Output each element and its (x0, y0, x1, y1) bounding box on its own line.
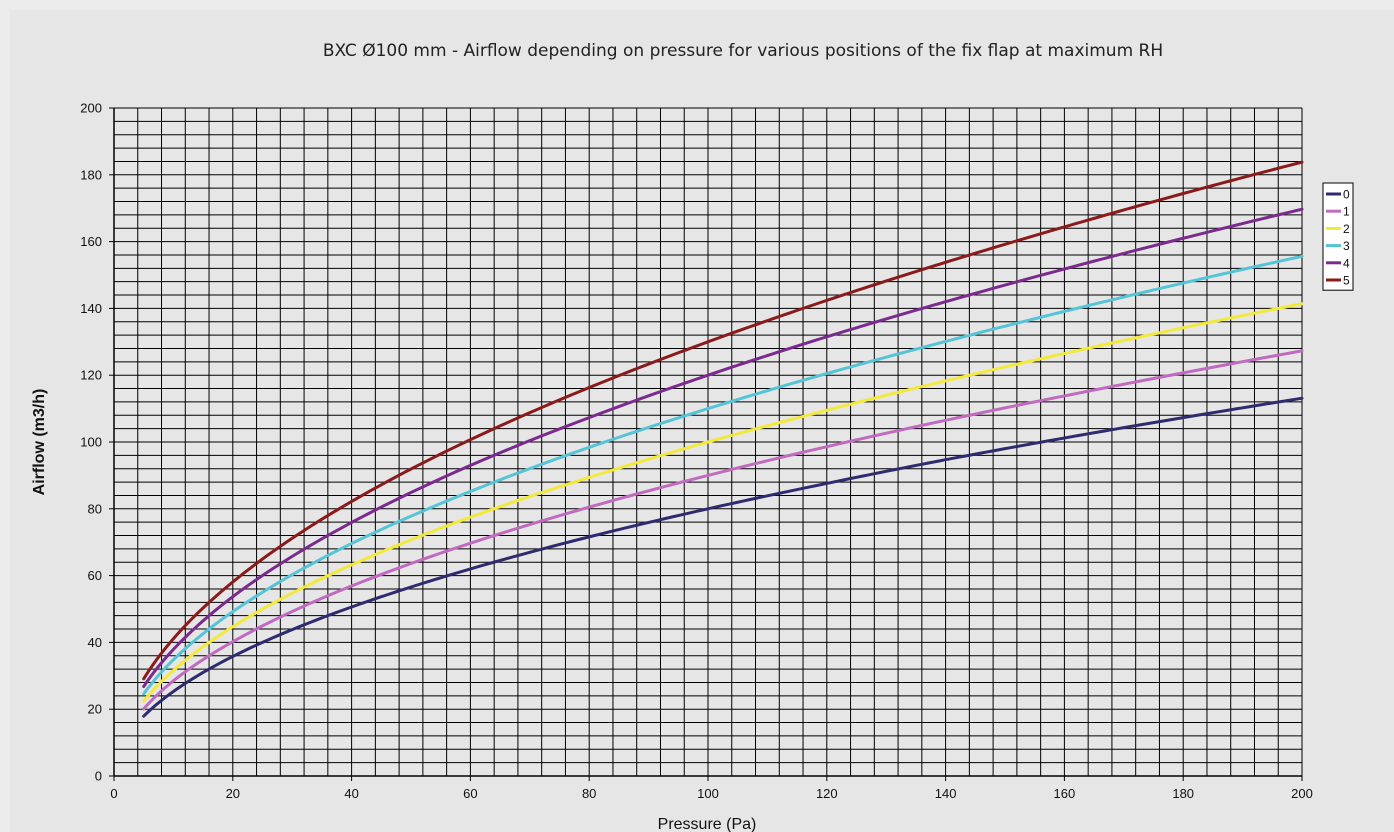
legend-label-4: 4 (1343, 256, 1350, 270)
series-line-0 (142, 396, 1304, 718)
x-tick-label: 60 (463, 786, 477, 801)
y-axis-label: Airflow (m3/h) (31, 389, 48, 496)
x-axis-label: Pressure (Pa) (658, 816, 757, 832)
series-line-2 (142, 302, 1304, 703)
y-tick-label: 0 (95, 769, 102, 784)
chart-title: BXC Ø100 mm - Airflow depending on press… (323, 41, 1163, 61)
legend-label-0: 0 (1343, 188, 1350, 202)
x-tick-label: 40 (344, 786, 358, 801)
x-tick-label: 140 (935, 786, 957, 801)
y-tick-label: 100 (80, 435, 102, 450)
y-tick-label: 60 (88, 568, 102, 583)
series-line-3 (142, 254, 1304, 696)
y-tick-label: 180 (80, 167, 102, 182)
legend-label-2: 2 (1343, 222, 1350, 236)
x-tick-label: 100 (697, 786, 719, 801)
y-tick-label: 200 (80, 101, 102, 116)
y-tick-label: 80 (88, 501, 102, 516)
series-line-1 (142, 349, 1304, 711)
x-tick-label: 200 (1291, 786, 1313, 801)
y-tick-label: 20 (88, 702, 102, 717)
legend-label-5: 5 (1343, 274, 1350, 288)
x-tick-label: 120 (816, 786, 838, 801)
y-tick-label: 160 (80, 234, 102, 249)
legend-label-1: 1 (1343, 205, 1350, 219)
x-tick-labels: 0 20 40 60 80 100 120 140 160 180 200 (110, 786, 1312, 801)
y-tick-label: 40 (88, 635, 102, 650)
x-tick-label: 20 (226, 786, 240, 801)
y-tick-label: 140 (80, 301, 102, 316)
series-line-4 (142, 207, 1304, 688)
y-tick-label: 120 (80, 368, 102, 383)
x-tick-label: 160 (1054, 786, 1076, 801)
legend: 0 1 2 3 4 5 (1322, 182, 1354, 291)
axes (109, 107, 1303, 781)
legend-label-3: 3 (1343, 239, 1350, 253)
x-tick-label: 0 (110, 786, 117, 801)
grid-lines (113, 107, 1303, 777)
legend-box (1322, 182, 1354, 291)
x-tick-label: 180 (1172, 786, 1194, 801)
x-tick-label: 80 (582, 786, 596, 801)
y-tick-labels: 0 20 40 60 80 100 120 140 160 180 200 (80, 101, 102, 784)
series-line-5 (142, 160, 1304, 681)
series-lines (142, 160, 1304, 718)
